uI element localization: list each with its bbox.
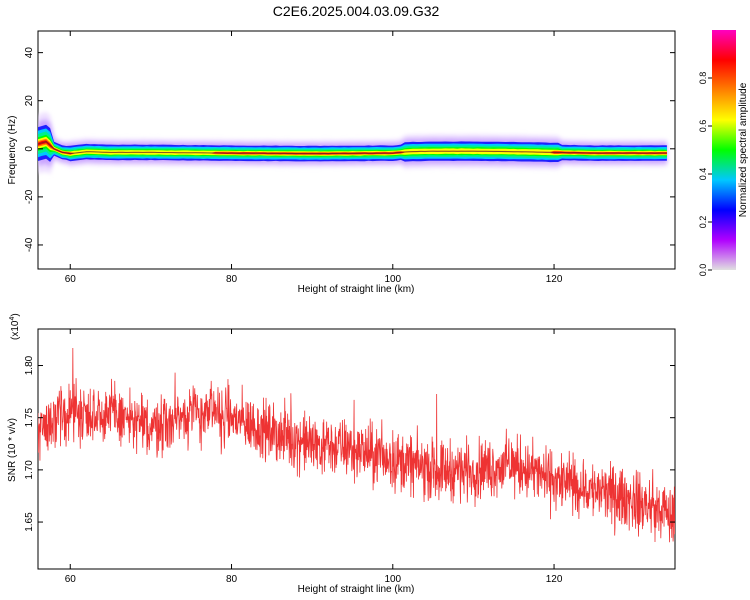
colorbar-label: Normalized spectral amplitude	[738, 82, 749, 217]
figure-title: C2E6.2025.004.03.09.G32	[273, 3, 440, 19]
y-tick-label: 0	[24, 146, 35, 152]
snr-line	[38, 347, 675, 543]
snr-series	[38, 347, 675, 543]
snr-panel: 60 80 100 120 1.80 1.75 1.70 1.65 Height of st…	[7, 313, 676, 595]
colorbar-tick-label: 0.2	[698, 216, 708, 229]
snr-y-axis: 1.80 1.75 1.70 1.65	[24, 355, 675, 532]
x-tick-label: 100	[384, 274, 401, 285]
snr-x-label: Height of straight line (km)	[298, 584, 415, 595]
snr-x-axis: 60 80 100 120	[65, 329, 563, 585]
y-tick-label: 1.65	[24, 512, 35, 532]
colorbar-tick-label: 0.6	[698, 120, 708, 133]
colorbar-tick-label: 0.8	[698, 72, 708, 85]
x-tick-label: 60	[65, 574, 77, 585]
ridge-line	[38, 141, 667, 155]
spectrogram-x-label: Height of straight line (km)	[298, 284, 415, 295]
spectrogram-x-axis: 60 80 100 120	[65, 31, 563, 285]
colorbar-tick-label: 0.0	[698, 264, 708, 277]
y-tick-label: 20	[24, 95, 35, 107]
colorbar: 0.0 0.2 0.4 0.6 0.8 Normalized spectral ampl…	[698, 30, 749, 276]
y-tick-label: 1.75	[24, 408, 35, 428]
x-tick-label: 60	[65, 274, 77, 285]
spectrogram-heatmap	[38, 111, 667, 175]
x-tick-label: 120	[546, 574, 563, 585]
snr-multiplier-base: (x10	[10, 320, 21, 340]
x-tick-label: 120	[546, 274, 563, 285]
snr-y-label: SNR (10 * v/v)	[7, 418, 18, 482]
colorbar-gradient	[712, 30, 736, 270]
x-tick-label: 100	[384, 574, 401, 585]
y-tick-label: 1.80	[24, 355, 35, 375]
snr-multiplier: (x104)	[9, 313, 21, 340]
y-tick-label: -20	[24, 189, 35, 204]
y-tick-label: 40	[24, 47, 35, 59]
y-tick-label: 1.70	[24, 460, 35, 480]
y-tick-label: -40	[24, 237, 35, 252]
x-tick-label: 80	[226, 574, 238, 585]
spectrogram-panel: 60 80 100 120 40 20 0 -20 -40 Height of straigh…	[7, 30, 676, 295]
colorbar-ticks: 0.0 0.2 0.4 0.6 0.8	[698, 72, 712, 277]
spectrogram-y-axis: 40 20 0 -20 -40	[24, 47, 675, 252]
svg-text:(x104): (x104)	[9, 313, 21, 340]
colorbar-tick-label: 0.4	[698, 168, 708, 181]
spectrogram-y-label: Frequency (Hz)	[7, 116, 18, 185]
x-tick-label: 80	[226, 274, 238, 285]
snr-multiplier-exp: 4	[9, 317, 16, 321]
